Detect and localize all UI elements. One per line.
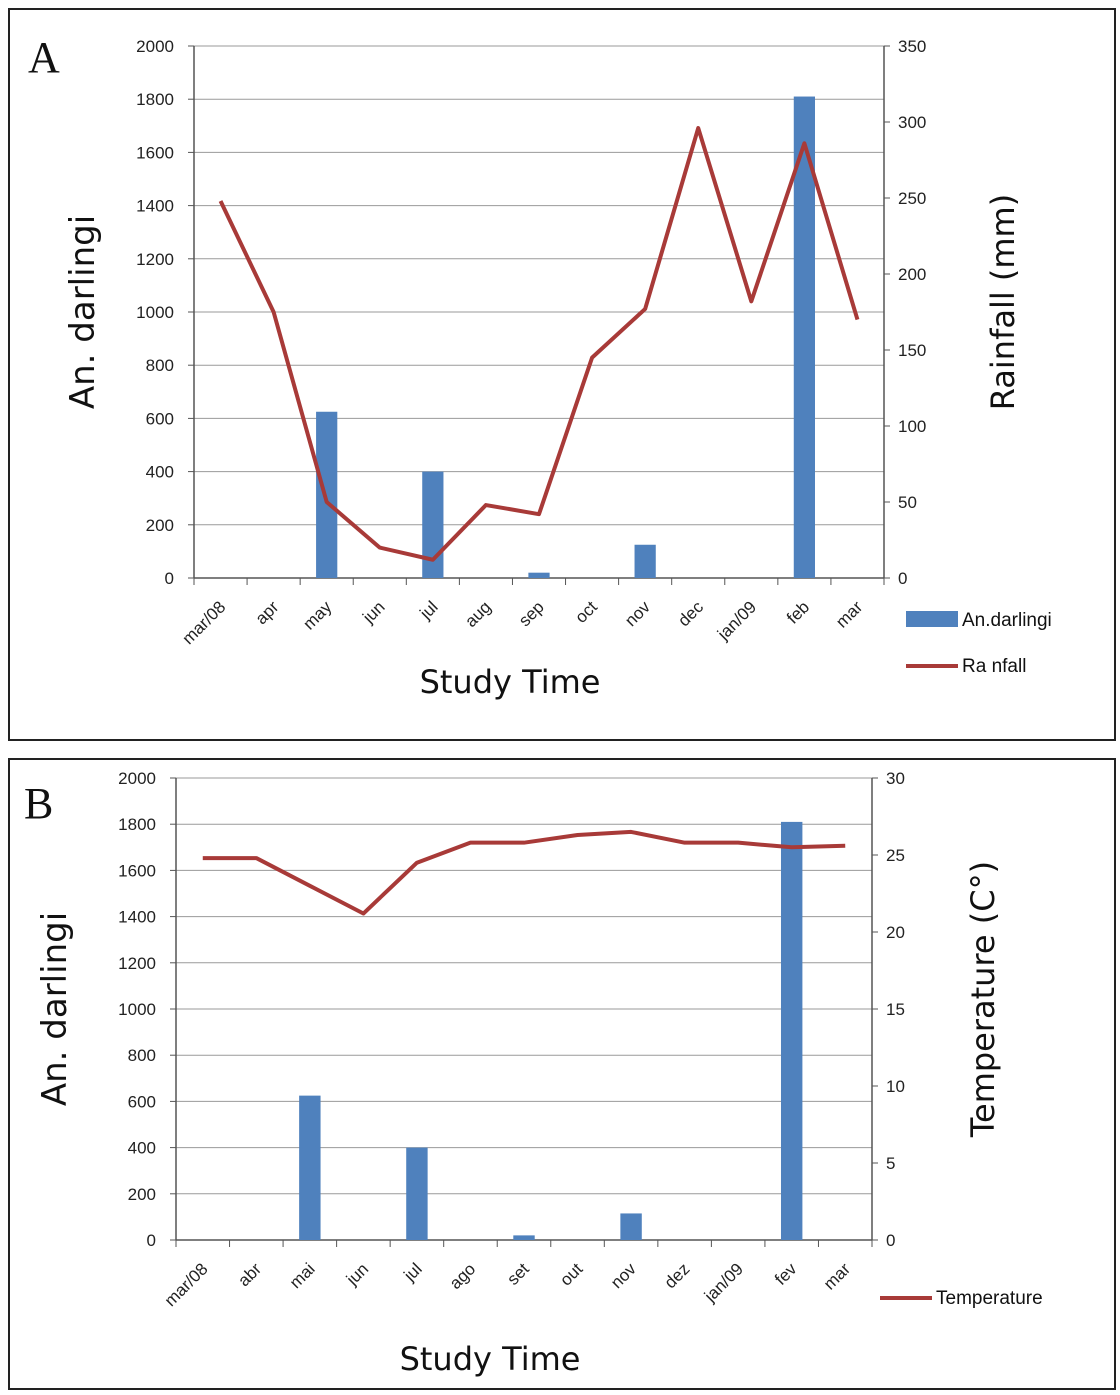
x-tick-label: oct: [571, 597, 601, 627]
x-tick-label: sep: [515, 597, 548, 630]
x-tick-label: jan/09: [713, 597, 760, 644]
y-tick-label: 400: [128, 1139, 156, 1158]
y-tick-label: 1200: [118, 954, 156, 973]
y-tick-label: 600: [146, 409, 174, 428]
x-tick-label: jan/09: [700, 1259, 747, 1306]
x-tick-label: fev: [771, 1259, 801, 1289]
x-tick-label: out: [556, 1259, 586, 1289]
series-line: [218, 126, 860, 562]
y-tick-label: 800: [128, 1046, 156, 1065]
y-tick-label: 1400: [118, 908, 156, 927]
y-tick-label: 200: [128, 1185, 156, 1204]
series-line: [202, 829, 846, 916]
y2-tick-label: 25: [886, 846, 905, 865]
y2-tick-label: 5: [886, 1154, 895, 1173]
y-tick-label: 1600: [136, 143, 174, 162]
bar: [780, 821, 803, 1240]
chart-panel-a: A 0 200 400 600 800 1000 1200 1400 1600 1800 2000 0 5…: [8, 8, 1116, 741]
legend-label: Temperature: [936, 1288, 1043, 1309]
y2-tick-label: 100: [898, 417, 926, 436]
bar: [406, 1147, 428, 1240]
x-tick-label: feb: [783, 597, 813, 627]
chart-a-svg: A 0 200 400 600 800 1000 1200 1400 1600 1800 2000 0 5…: [28, 33, 1052, 701]
y-axis-title: An. darlingi: [63, 215, 103, 409]
y2-tick-label: 350: [898, 37, 926, 56]
legend-label: Ra nfall: [962, 656, 1026, 677]
bar: [422, 471, 444, 578]
y-tick-label: 1200: [136, 250, 174, 269]
y-tick-label: 1000: [136, 303, 174, 322]
x-tick-label: mar: [820, 1259, 854, 1293]
y-tick-label: 800: [146, 356, 174, 375]
x-tick-label: dez: [661, 1259, 694, 1292]
y-tick-label: 2000: [136, 37, 174, 56]
legend-label: An.darlingi: [962, 610, 1052, 631]
panel-letter: B: [24, 779, 53, 828]
x-tick-label: may: [299, 597, 335, 633]
y-tick-label: 400: [146, 463, 174, 482]
y2-tick-label: 150: [898, 341, 926, 360]
x-axis-title: Study Time: [400, 1340, 581, 1378]
bar: [513, 1235, 535, 1240]
y2-tick-label: 20: [886, 923, 905, 942]
x-tick-label: mai: [286, 1259, 319, 1292]
chart-panel-b: B 0 200 400 600 800 1000 1200 1400 1600 1800 2000 0 5…: [8, 758, 1116, 1390]
y-tick-label: 200: [146, 516, 174, 535]
y2-axis-title: Temperature (C°): [964, 861, 1002, 1138]
x-tick-label: set: [503, 1259, 533, 1289]
y-tick-label: 0: [147, 1231, 156, 1250]
x-axis-title: Study Time: [420, 663, 601, 701]
y-tick-label: 1800: [136, 90, 174, 109]
x-tick-label: dec: [674, 597, 707, 630]
y-tick-label: 1600: [118, 861, 156, 880]
y-axis-title: An. darlingi: [35, 912, 75, 1106]
bar: [620, 1213, 642, 1240]
x-tick-label: aug: [461, 597, 494, 630]
bar: [634, 544, 656, 578]
x-tick-label: jun: [358, 597, 388, 627]
y-tick-label: 1400: [136, 197, 174, 216]
y2-tick-label: 0: [898, 569, 907, 588]
panel-letter: A: [28, 33, 60, 82]
chart-b-svg: B 0 200 400 600 800 1000 1200 1400 1600 1800 2000 0 5…: [24, 769, 1043, 1378]
x-tick-label: jun: [342, 1259, 372, 1289]
y-tick-label: 1000: [118, 1000, 156, 1019]
x-tick-label: jul: [400, 1259, 426, 1285]
y-tick-label: 1800: [118, 815, 156, 834]
x-tick-label: mar: [832, 597, 866, 631]
x-tick-label: mar/08: [161, 1259, 212, 1310]
y2-tick-label: 200: [898, 265, 926, 284]
x-tick-label: jul: [416, 597, 442, 623]
y2-tick-label: 250: [898, 189, 926, 208]
x-tick-label: abr: [234, 1259, 265, 1290]
y2-tick-label: 15: [886, 1000, 905, 1019]
y-tick-label: 600: [128, 1092, 156, 1111]
x-tick-label: apr: [252, 597, 283, 628]
y2-tick-label: 300: [898, 113, 926, 132]
x-tick-label: mar/08: [179, 597, 230, 648]
y2-tick-label: 10: [886, 1077, 905, 1096]
y2-axis-title: Rainfall (mm): [984, 194, 1022, 410]
y-tick-label: 0: [165, 569, 174, 588]
bar: [793, 96, 815, 578]
y-tick-label: 2000: [118, 769, 156, 788]
bar: [528, 572, 550, 578]
x-tick-label: ago: [446, 1259, 479, 1292]
x-tick-label: nov: [607, 1259, 640, 1292]
y2-tick-label: 30: [886, 769, 905, 788]
bar: [299, 1095, 321, 1240]
y2-tick-label: 0: [886, 1231, 895, 1250]
y2-tick-label: 50: [898, 493, 917, 512]
x-tick-label: nov: [621, 597, 654, 630]
legend-swatch-bar: [906, 611, 958, 627]
